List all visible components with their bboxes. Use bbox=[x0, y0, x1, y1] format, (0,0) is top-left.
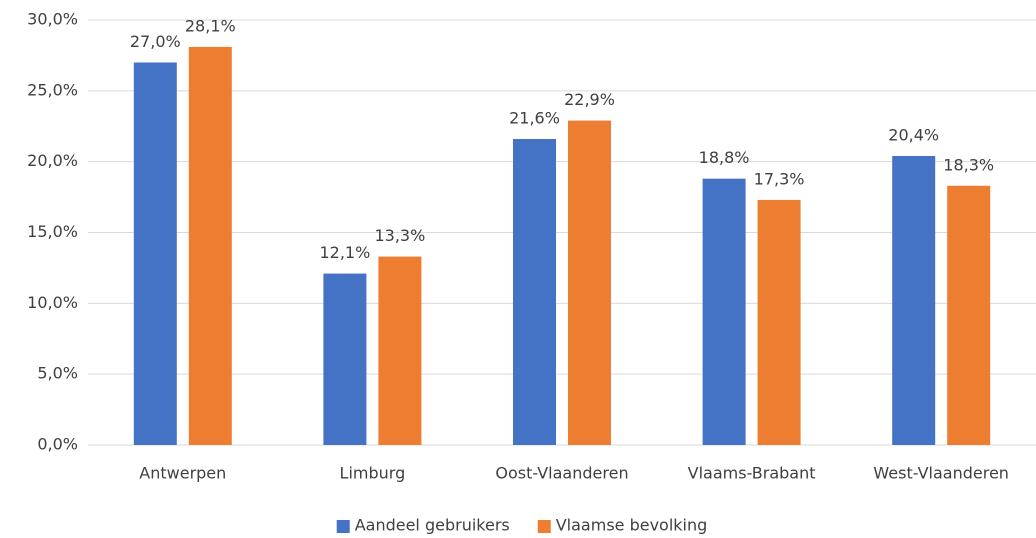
bar bbox=[568, 120, 611, 445]
x-tick-label: Limburg bbox=[340, 464, 406, 483]
bar bbox=[378, 256, 422, 445]
legend-label: Vlaamse bevolking bbox=[556, 516, 708, 535]
legend-label: Aandeel gebruikers bbox=[355, 516, 510, 535]
bar bbox=[323, 273, 367, 445]
data-label: 17,3% bbox=[754, 169, 805, 188]
data-label: 21,6% bbox=[509, 109, 560, 128]
y-tick-label: 20,0% bbox=[27, 151, 78, 170]
y-tick-label: 0,0% bbox=[37, 435, 78, 454]
legend-swatch bbox=[537, 520, 551, 533]
data-label: 20,4% bbox=[888, 126, 939, 145]
data-label: 13,3% bbox=[374, 226, 425, 245]
bar bbox=[892, 156, 936, 445]
data-label: 12,1% bbox=[319, 243, 370, 262]
x-tick-label: Oost-Vlaanderen bbox=[495, 464, 628, 483]
y-tick-label: 10,0% bbox=[27, 293, 78, 312]
y-tick-label: 30,0% bbox=[27, 10, 78, 29]
y-tick-label: 25,0% bbox=[27, 80, 78, 99]
bar bbox=[188, 46, 232, 446]
data-label: 28,1% bbox=[185, 16, 236, 35]
data-label: 22,9% bbox=[564, 90, 615, 109]
bar bbox=[513, 139, 556, 445]
y-tick-label: 5,0% bbox=[37, 364, 78, 383]
data-label: 27,0% bbox=[130, 32, 181, 51]
data-label: 18,3% bbox=[943, 155, 994, 174]
bar bbox=[702, 178, 746, 445]
x-tick-label: West-Vlaanderen bbox=[873, 464, 1009, 483]
bar bbox=[947, 185, 991, 445]
legend-swatch bbox=[336, 520, 350, 533]
data-label: 18,8% bbox=[699, 148, 750, 167]
x-tick-label: Antwerpen bbox=[139, 464, 226, 483]
y-tick-label: 15,0% bbox=[27, 222, 78, 241]
bar bbox=[757, 199, 801, 445]
bar bbox=[133, 62, 177, 445]
x-tick-label: Vlaams-Brabant bbox=[688, 464, 816, 483]
